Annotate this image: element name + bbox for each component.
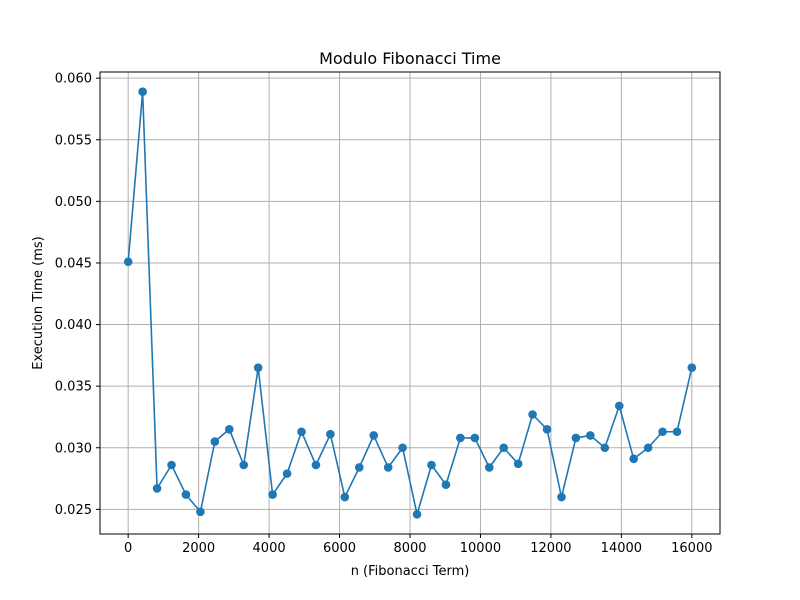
data-point (152, 484, 162, 493)
y-tick-label: 0.035 (55, 380, 92, 395)
data-point (239, 460, 249, 470)
data-point (412, 509, 422, 519)
data-point (557, 492, 566, 502)
data-point (629, 454, 638, 464)
data-point (441, 480, 451, 490)
y-tick-label: 0.050 (55, 195, 92, 210)
series (123, 87, 697, 519)
y-axis-label: Execution Time (ms) (31, 236, 46, 369)
chart-title: Modulo Fibonacci Time (319, 49, 501, 68)
data-point (369, 431, 379, 440)
x-tick-label: 6000 (323, 541, 356, 556)
grid (100, 72, 720, 534)
y-tick-label: 0.040 (55, 318, 92, 333)
data-point (282, 469, 292, 478)
y-axis: 0.025 0.030 0.035 0.040 0.045 0.050 0.055 0.060 (55, 72, 100, 518)
data-point (499, 443, 509, 453)
series-line (127, 90, 693, 516)
data-point (210, 437, 220, 446)
data-point (542, 424, 552, 434)
data-point (340, 492, 350, 502)
data-point (586, 431, 595, 440)
data-point (687, 363, 697, 372)
data-point (672, 427, 682, 437)
data-point (123, 257, 133, 267)
data-point (614, 401, 624, 411)
x-tick-label: 4000 (253, 541, 286, 556)
data-point (311, 460, 321, 470)
data-point (571, 433, 581, 443)
data-point (138, 87, 147, 97)
data-point (253, 363, 263, 372)
data-point (297, 427, 306, 437)
data-point (600, 443, 610, 453)
data-point (383, 463, 393, 472)
x-axis-label: n (Fibonacci Term) (351, 564, 470, 579)
data-point (658, 427, 667, 437)
data-point (167, 460, 176, 470)
data-point (456, 433, 465, 443)
x-tick-label: 12000 (530, 541, 571, 556)
data-point (513, 459, 523, 469)
x-tick-label: 0 (124, 541, 132, 556)
data-point (643, 443, 653, 453)
data-point (268, 490, 277, 499)
data-point (196, 507, 205, 517)
y-tick-label: 0.055 (55, 133, 92, 148)
data-point (470, 433, 480, 443)
x-tick-label: 8000 (393, 541, 426, 556)
data-point (181, 490, 191, 499)
data-point (224, 424, 234, 434)
y-tick-label: 0.030 (55, 441, 92, 456)
x-tick-label: 2000 (182, 541, 215, 556)
x-tick-label: 10000 (460, 541, 501, 556)
data-point (528, 410, 537, 419)
data-point (326, 429, 335, 439)
y-tick-label: 0.060 (55, 72, 92, 87)
x-tick-label: 14000 (601, 541, 642, 556)
x-tick-label: 16000 (671, 541, 712, 556)
data-point (354, 463, 364, 472)
data-point (484, 463, 494, 472)
x-axis: 0 2000 4000 6000 8000 10000 12000 14000 16000 (124, 534, 712, 556)
data-point (427, 460, 436, 470)
y-tick-label: 0.045 (55, 256, 92, 271)
y-tick-label: 0.025 (55, 503, 92, 518)
data-point (398, 443, 407, 453)
